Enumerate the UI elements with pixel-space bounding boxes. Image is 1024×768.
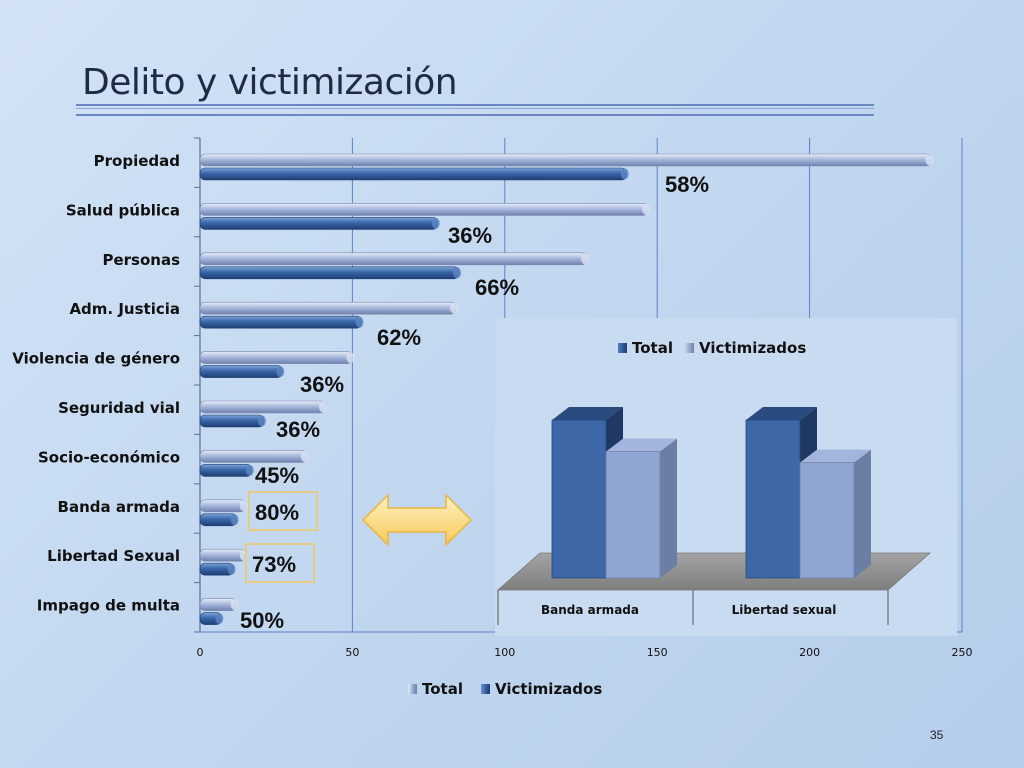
bar-total bbox=[199, 153, 932, 167]
page-number: 35 bbox=[930, 728, 944, 742]
inset-chart-legend: Total Victimizados bbox=[618, 339, 806, 357]
percent-label: 73% bbox=[252, 552, 296, 577]
legend-victimizados: Victimizados bbox=[480, 680, 603, 698]
percent-label: 62% bbox=[377, 325, 421, 350]
bar-victimizados-cap bbox=[230, 514, 239, 526]
bar-total-cap bbox=[230, 599, 239, 611]
percent-label: 45% bbox=[255, 463, 299, 488]
bar-total-cap bbox=[300, 450, 309, 462]
bar-victimizados-cap bbox=[258, 415, 267, 427]
inset-legend-victimizados-label: Victimizados bbox=[698, 339, 807, 357]
legend-total-label: Total bbox=[422, 680, 463, 698]
bar-total bbox=[199, 499, 247, 513]
percent-label: 80% bbox=[255, 500, 299, 525]
category-label: Propiedad bbox=[94, 152, 180, 170]
legend-victimizados-label: Victimizados bbox=[494, 680, 603, 698]
bar-victimizados bbox=[199, 217, 439, 230]
bar-victimizados-cap bbox=[227, 563, 236, 575]
bar-victimizados bbox=[199, 414, 265, 428]
category-label: Socio-económico bbox=[38, 448, 180, 466]
bar-victimizados bbox=[199, 315, 362, 329]
bar-total bbox=[199, 548, 247, 562]
inset-column-total bbox=[745, 419, 801, 579]
inset-legend-total: Total bbox=[618, 339, 673, 357]
inset-legend-victimizados-swatch bbox=[684, 343, 694, 353]
inset-column-total bbox=[551, 419, 607, 579]
inset-legend-victimizados: Victimizados bbox=[684, 339, 807, 357]
bar-total bbox=[199, 351, 353, 364]
inset-column-side bbox=[660, 438, 677, 578]
bar-total bbox=[199, 203, 649, 216]
inset-column-top bbox=[746, 407, 817, 420]
slide-title: Delito y victimización bbox=[82, 62, 458, 103]
x-tick-label: 0 bbox=[197, 646, 204, 659]
bar-victimizados-cap bbox=[245, 464, 254, 476]
bar-victimizados-cap bbox=[215, 613, 224, 625]
percent-label: 36% bbox=[300, 372, 344, 397]
inset-legend-total-swatch bbox=[618, 343, 627, 353]
inset-category-label: Libertad sexual bbox=[732, 603, 837, 617]
bar-total-cap bbox=[925, 154, 934, 166]
category-label: Personas bbox=[102, 251, 180, 269]
category-label: Impago de multa bbox=[37, 597, 180, 615]
inset-column-victimizados bbox=[799, 462, 855, 579]
x-tick-label: 50 bbox=[345, 646, 359, 659]
bar-total bbox=[199, 400, 326, 414]
percent-label: 66% bbox=[475, 275, 519, 300]
bar-victimizados-cap bbox=[276, 366, 285, 378]
percent-label: 50% bbox=[240, 608, 284, 633]
legend-victimizados-swatch bbox=[480, 684, 490, 694]
bar-victimizados-cap bbox=[620, 168, 629, 180]
bar-total-cap bbox=[239, 500, 248, 512]
category-label: Banda armada bbox=[58, 498, 180, 516]
bar-victimizados-cap bbox=[453, 267, 462, 279]
bar-total-cap bbox=[642, 203, 651, 215]
category-label: Violencia de género bbox=[12, 350, 180, 368]
category-label: Seguridad vial bbox=[58, 399, 180, 417]
bar-victimizados-cap bbox=[431, 217, 440, 229]
x-tick-label: 100 bbox=[494, 646, 515, 659]
x-tick-label: 200 bbox=[799, 646, 820, 659]
title-underline bbox=[76, 104, 874, 116]
bar-victimizados bbox=[199, 167, 628, 181]
x-tick-label: 150 bbox=[647, 646, 668, 659]
legend-total-swatch bbox=[408, 684, 417, 694]
inset-column-top bbox=[800, 449, 871, 463]
category-label: Adm. Justicia bbox=[69, 300, 180, 318]
bar-total-cap bbox=[318, 401, 327, 413]
bar-total bbox=[199, 450, 307, 463]
bar-victimizados-cap bbox=[355, 316, 364, 328]
bar-total-cap bbox=[346, 352, 355, 364]
bar-victimizados bbox=[199, 365, 283, 378]
inset-column-victimizados bbox=[605, 451, 661, 579]
inset-category-label: Banda armada bbox=[541, 603, 639, 617]
percent-label: 58% bbox=[665, 172, 709, 197]
category-label: Libertad Sexual bbox=[47, 547, 180, 565]
percent-label: 36% bbox=[448, 223, 492, 248]
highlight-box bbox=[245, 543, 315, 583]
main-chart-legend: Total Victimizados bbox=[408, 680, 602, 698]
double-arrow-icon bbox=[361, 493, 473, 547]
bar-total-cap bbox=[581, 253, 590, 265]
inset-column-side bbox=[854, 449, 871, 578]
inset-column-top bbox=[552, 407, 623, 420]
bar-total bbox=[199, 301, 457, 315]
percent-label: 36% bbox=[276, 417, 320, 442]
bar-total bbox=[199, 252, 588, 266]
legend-total: Total bbox=[408, 680, 463, 698]
category-label: Salud pública bbox=[66, 201, 180, 219]
bar-victimizados bbox=[199, 464, 253, 477]
inset-column-top bbox=[606, 438, 677, 452]
inset-legend-total-label: Total bbox=[632, 339, 673, 357]
bar-total-cap bbox=[450, 302, 459, 314]
x-tick-label: 250 bbox=[952, 646, 973, 659]
bar-victimizados bbox=[199, 266, 460, 280]
highlight-box bbox=[248, 491, 318, 531]
